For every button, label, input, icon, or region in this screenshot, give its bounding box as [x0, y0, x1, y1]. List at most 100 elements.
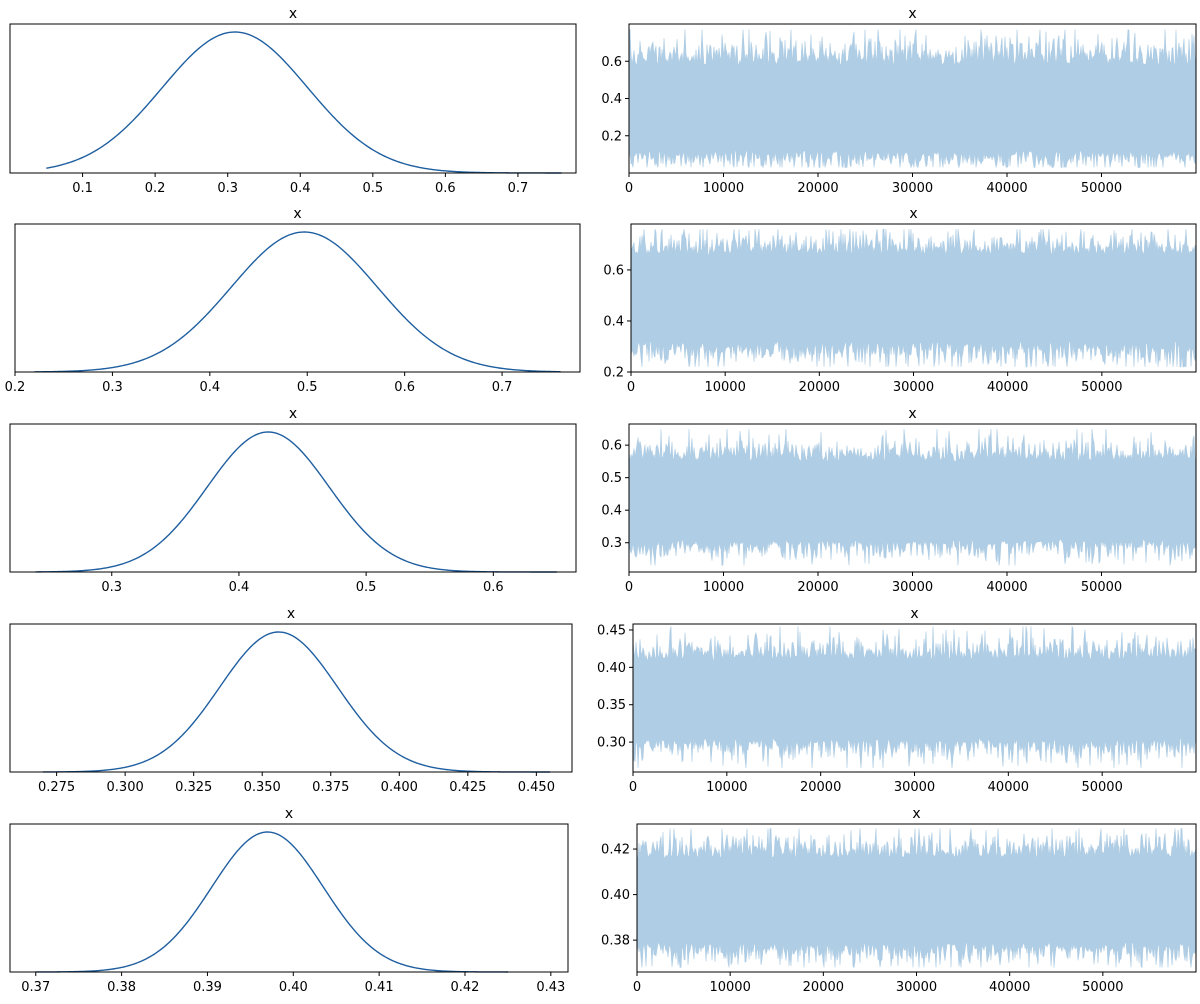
trace-band-2 — [628, 428, 1197, 566]
trace-panel-4: x 0.38 0.40 0.42 0 10000 20000 30000 40000 50000 — [601, 806, 1197, 995]
trace-xtick-label-3-5: 50000 — [1081, 780, 1122, 795]
trace-ytick-label-2-1: 0.4 — [601, 504, 622, 519]
kde-line-0 — [46, 31, 562, 174]
trace-xtick-label-1-4: 40000 — [987, 380, 1028, 395]
trace-xtick-label-0-5: 50000 — [1081, 181, 1122, 196]
trace-band-3 — [632, 626, 1197, 769]
kde-panel-2: x 0.3 0.4 0.5 0.6 — [9, 406, 577, 595]
trace-xtick-label-3-0: 0 — [629, 780, 637, 795]
trace-xtick-label-3-4: 40000 — [988, 780, 1029, 795]
trace-xtick-label-0-2: 20000 — [797, 181, 838, 196]
kde-xtick-label-4-3: 0.40 — [279, 980, 308, 995]
trace-title-4: x — [912, 806, 920, 822]
trace-xtick-label-4-4: 40000 — [989, 980, 1030, 995]
kde-xtick-label-3-3: 0.350 — [244, 780, 281, 795]
kde-panel-0: x 0.1 0.2 0.3 0.4 0.5 0.6 0.7 — [9, 6, 577, 196]
kde-xtick-label-0-5: 0.6 — [435, 181, 456, 196]
trace-xtick-label-4-2: 20000 — [803, 980, 844, 995]
kde-frame-1 — [14, 223, 581, 373]
kde-line-3 — [42, 631, 551, 773]
trace-ytick-label-1-1: 0.4 — [603, 314, 624, 329]
trace-xtick-label-3-3: 30000 — [894, 780, 935, 795]
trace-xtick-label-0-1: 10000 — [703, 181, 744, 196]
kde-line-4 — [35, 831, 508, 973]
trace-xtick-label-1-3: 30000 — [893, 380, 934, 395]
kde-title-1: x — [293, 206, 301, 222]
trace-ytick-label-3-2: 0.40 — [597, 661, 626, 676]
kde-frame-0 — [9, 23, 577, 174]
trace-band-0 — [628, 29, 1197, 169]
kde-title-0: x — [289, 6, 297, 22]
trace-xtick-label-4-5: 50000 — [1082, 980, 1123, 995]
kde-panel-4: x 0.37 0.38 0.39 0.40 0.41 0.42 0.43 — [9, 806, 569, 995]
trace-title-1: x — [909, 206, 917, 222]
kde-frame-3 — [9, 623, 573, 773]
trace-ytick-label-0-2: 0.6 — [601, 55, 622, 70]
trace-ytick-label-0-0: 0.2 — [601, 129, 622, 144]
trace-xtick-label-1-0: 0 — [627, 380, 635, 395]
trace-ytick-label-4-2: 0.42 — [601, 843, 630, 858]
trace-xtick-label-2-2: 20000 — [797, 580, 838, 595]
kde-xtick-label-0-3: 0.4 — [290, 181, 311, 196]
kde-xtick-label-4-5: 0.42 — [451, 980, 480, 995]
trace-panel-2: x 0.3 0.4 0.5 0.6 0 10000 20000 30000 40000 50000 — [601, 406, 1197, 595]
trace-ytick-label-4-1: 0.40 — [601, 888, 630, 903]
kde-xtick-label-4-2: 0.39 — [193, 980, 222, 995]
trace-band-4 — [636, 828, 1197, 969]
trace-ytick-label-1-0: 0.2 — [603, 366, 624, 381]
kde-xtick-label-4-1: 0.38 — [107, 980, 136, 995]
trace-ytick-label-1-2: 0.6 — [603, 263, 624, 278]
trace-xtick-label-1-1: 10000 — [704, 380, 745, 395]
kde-line-1 — [34, 231, 561, 373]
trace-panel-1: x 0.2 0.4 0.6 0 10000 20000 30000 40000 50000 — [603, 206, 1197, 395]
trace-ytick-label-3-1: 0.35 — [597, 698, 626, 713]
kde-xtick-label-1-1: 0.3 — [102, 380, 123, 395]
kde-xtick-label-0-4: 0.5 — [362, 181, 383, 196]
kde-xtick-label-3-2: 0.325 — [175, 780, 212, 795]
trace-xtick-label-2-0: 0 — [625, 580, 633, 595]
trace-xtick-label-0-4: 40000 — [986, 181, 1027, 196]
kde-frame-2 — [9, 423, 577, 573]
kde-panel-1: x 0.2 0.3 0.4 0.5 0.6 0.7 — [5, 206, 581, 395]
kde-xtick-label-3-0: 0.275 — [38, 780, 75, 795]
kde-xtick-label-0-2: 0.3 — [217, 181, 238, 196]
trace-xtick-label-1-5: 50000 — [1081, 380, 1122, 395]
kde-xtick-label-0-0: 0.1 — [72, 181, 93, 196]
kde-xtick-label-1-5: 0.7 — [492, 380, 513, 395]
kde-xtick-label-1-3: 0.5 — [297, 380, 318, 395]
kde-title-3: x — [287, 606, 295, 622]
kde-panel-3: x 0.275 0.300 0.325 0.350 0.375 0.400 0.425 0.45… — [9, 606, 573, 795]
trace-xtick-label-3-2: 20000 — [800, 780, 841, 795]
trace-xtick-label-2-5: 50000 — [1081, 580, 1122, 595]
trace-xtick-label-0-3: 30000 — [892, 181, 933, 196]
trace-panel-0: x 0.2 0.4 0.6 0 10000 20000 30000 40000 50000 — [601, 6, 1197, 196]
trace-panel-3: x 0.30 0.35 0.40 0.45 0 10000 20000 30000 40000 50… — [597, 606, 1197, 795]
trace-xtick-label-1-2: 20000 — [799, 380, 840, 395]
kde-xtick-label-4-0: 0.37 — [21, 980, 50, 995]
kde-xtick-label-4-4: 0.41 — [365, 980, 394, 995]
kde-xtick-label-1-0: 0.2 — [5, 380, 26, 395]
trace-ytick-label-2-3: 0.6 — [601, 439, 622, 454]
trace-ytick-label-0-1: 0.4 — [601, 92, 622, 107]
trace-band-1 — [630, 228, 1197, 368]
kde-xtick-label-3-6: 0.425 — [449, 780, 486, 795]
kde-title-2: x — [289, 406, 297, 422]
trace-xtick-label-2-3: 30000 — [892, 580, 933, 595]
kde-xtick-label-3-1: 0.300 — [107, 780, 144, 795]
trace-title-3: x — [910, 606, 918, 622]
trace-ytick-label-2-2: 0.5 — [601, 471, 622, 486]
trace-ytick-label-2-0: 0.3 — [601, 536, 622, 551]
kde-xtick-label-1-2: 0.4 — [199, 380, 220, 395]
kde-xtick-label-3-4: 0.375 — [312, 780, 349, 795]
kde-xtick-label-0-6: 0.7 — [508, 181, 529, 196]
trace-xtick-label-2-1: 10000 — [703, 580, 744, 595]
trace-xtick-label-4-1: 10000 — [709, 980, 750, 995]
trace-title-0: x — [908, 6, 916, 22]
trace-xtick-label-3-1: 10000 — [706, 780, 747, 795]
kde-xtick-label-4-6: 0.43 — [536, 980, 565, 995]
trace-title-2: x — [908, 406, 916, 422]
kde-xtick-label-1-4: 0.6 — [394, 380, 415, 395]
trace-ytick-label-3-3: 0.45 — [597, 623, 626, 638]
